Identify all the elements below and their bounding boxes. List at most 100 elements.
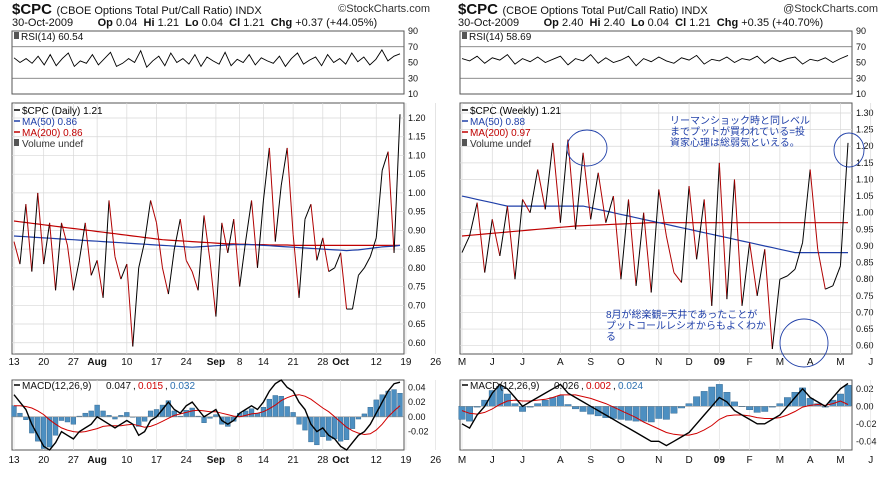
macd-histogram-bar [64, 416, 71, 423]
macd-histogram-bar [458, 406, 466, 420]
ma200-line [461, 222, 848, 237]
macd-histogram-bar [579, 406, 587, 412]
price-segment [61, 222, 68, 246]
date-axis-label: Sep [207, 455, 225, 466]
price-segment [66, 245, 74, 291]
date-axis-label: 10 [121, 357, 133, 368]
chart-title: $CPC (CBOE Options Total Put/Call Ratio)… [12, 1, 262, 19]
rsi-legend-swatch [462, 32, 467, 39]
date-axis-label: A [807, 357, 814, 368]
high-label: Hi [589, 17, 601, 29]
chart-symbol: $CPC [458, 1, 499, 18]
macd-histogram-bar [647, 406, 655, 423]
price-segment [476, 202, 486, 273]
stockcharts-brand[interactable]: @StockCharts.com [783, 3, 878, 15]
macd-histogram-bar [142, 416, 148, 422]
macd-tick-label: -0.02 [856, 419, 877, 429]
macd-histogram-bar [189, 407, 195, 418]
date-axis-label: 24 [181, 455, 193, 466]
price-tick-label: 0.95 [408, 207, 426, 217]
price-segment [381, 151, 389, 171]
macd-line [13, 379, 401, 451]
close-value: 1.21 [689, 17, 711, 29]
date-axis-label: S [587, 357, 594, 368]
price-segment [13, 241, 21, 265]
low-label: Lo [631, 17, 645, 29]
stockcharts-brand[interactable]: ©StockCharts.com [338, 3, 430, 15]
price-segment [802, 169, 811, 243]
macd-legend-label: MACD(12,26,9) [470, 381, 539, 392]
macd-histogram-bar [504, 393, 511, 407]
price-segment [102, 200, 110, 298]
price-segment [173, 219, 181, 250]
macd-histogram-bar [617, 406, 625, 420]
rsi-tick-label: 70 [856, 42, 866, 52]
macd-histogram-bar [124, 412, 130, 418]
macd-tick-label: 0.00 [856, 401, 874, 411]
macd-tick-label: 0.00 [408, 412, 426, 422]
date-axis-label: J [490, 455, 495, 466]
price-segment [215, 222, 223, 317]
price-segment [741, 242, 751, 306]
macd-value: 0.026 [554, 381, 579, 392]
price-segment [620, 199, 630, 280]
macd-histogram-bar [662, 406, 670, 420]
open-label: Op [543, 17, 559, 29]
price-segment [31, 192, 39, 272]
macd-histogram-bar [332, 416, 338, 440]
macd-histogram-bar [746, 406, 754, 410]
price-segment [114, 256, 122, 280]
price-legend-label: MA(200) 0.97 [470, 128, 531, 139]
price-segment [167, 249, 175, 295]
price-segment [597, 172, 607, 223]
highlight-circle-trough [779, 318, 829, 368]
price-tick-label: 1.20 [408, 113, 426, 123]
price-legend-label: MA(50) 0.86 [22, 117, 77, 128]
price-segment [469, 202, 478, 237]
highlight-circle-latest [833, 132, 865, 168]
macd-histogram-bar [761, 406, 769, 412]
price-tick-label: 0.70 [856, 307, 874, 317]
date-axis-label: A [807, 455, 814, 466]
price-segment [43, 222, 51, 265]
price-segment [544, 142, 554, 210]
date-axis-label: N [655, 357, 662, 368]
change-label: Chg [716, 17, 739, 29]
price-segment [322, 237, 330, 272]
price-tick-label: 0.80 [856, 274, 874, 284]
macd-histogram-bar [183, 410, 189, 418]
price-segment [316, 237, 324, 261]
price-segment [358, 267, 365, 276]
close-value: 1.21 [243, 17, 265, 29]
macd-signal-value: 0.015 [138, 381, 163, 392]
price-legend-swatch [462, 139, 467, 146]
price-segment [256, 200, 264, 268]
high-value: 2.40 [603, 17, 625, 29]
price-segment [298, 219, 306, 298]
date-axis-label: 8 [237, 357, 243, 368]
price-segment [55, 222, 63, 291]
macd-histogram-bar [94, 404, 100, 418]
price-segment [209, 260, 217, 317]
price-segment [363, 256, 371, 269]
macd-histogram-bar [17, 412, 23, 418]
price-segment [605, 195, 614, 223]
annotation-august-text: る [606, 331, 616, 343]
annotation-lehman-text: リーマンショック時と同レベル [670, 115, 810, 127]
macd-histogram-bar [361, 413, 367, 418]
date-axis-label: Sep [207, 357, 225, 368]
rsi-tick-label: 90 [408, 26, 418, 36]
price-segment [375, 170, 383, 238]
price-segment [522, 199, 531, 213]
date-axis-label: N [655, 455, 662, 466]
date-axis-label: 10 [121, 455, 133, 466]
price-tick-label: 0.70 [408, 300, 426, 310]
date-axis-label: 09 [714, 455, 726, 466]
price-segment [665, 235, 675, 273]
date-axis-label: Oct [332, 357, 349, 368]
price-segment [711, 162, 720, 306]
macd-histogram-bar [11, 405, 17, 418]
price-segment [839, 142, 849, 266]
price-segment [726, 179, 735, 300]
price-segment [696, 199, 705, 260]
